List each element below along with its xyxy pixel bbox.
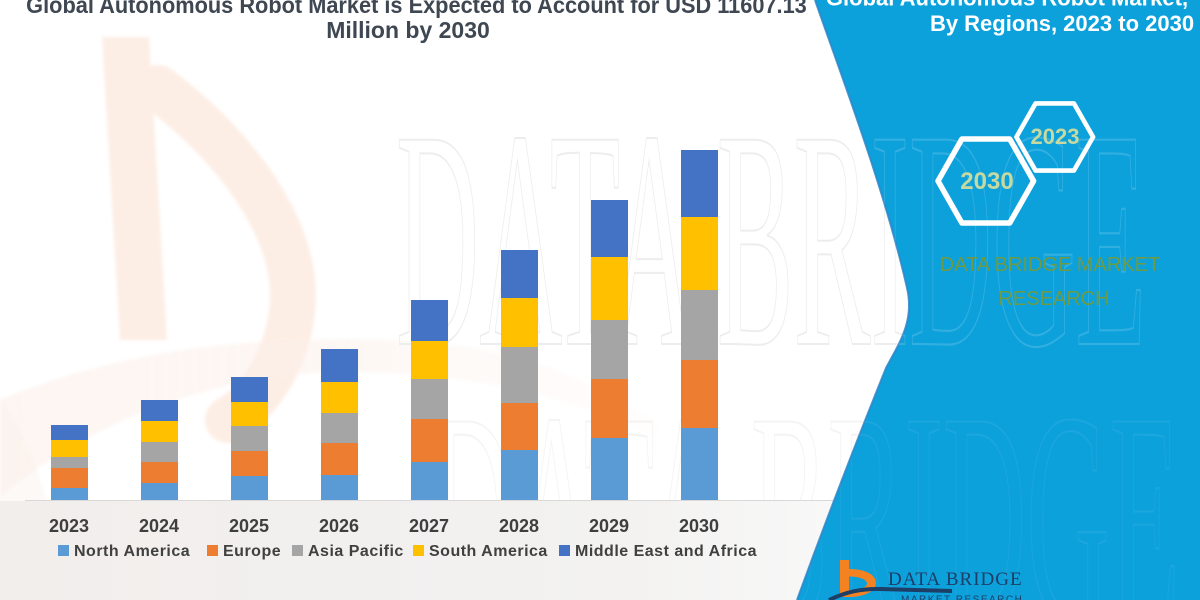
svg-text:DATA BRIDGE: DATA BRIDGE [888, 569, 1023, 590]
svg-text:DATA BRIDGE MARKET: DATA BRIDGE MARKET [940, 254, 1160, 276]
svg-text:2030: 2030 [960, 168, 1013, 195]
svg-text:By Regions, 2023 to 2030: By Regions, 2023 to 2030 [930, 11, 1194, 36]
svg-text:RESEARCH: RESEARCH [998, 288, 1109, 310]
svg-text:MARKET RESEARCH: MARKET RESEARCH [901, 595, 1023, 600]
svg-text:Global Autonomous Robot Market: Global Autonomous Robot Market, [826, 0, 1188, 11]
svg-text:2023: 2023 [1031, 124, 1080, 149]
svg-text:DATA BRIDGE: DATA BRIDGE [430, 351, 1180, 600]
